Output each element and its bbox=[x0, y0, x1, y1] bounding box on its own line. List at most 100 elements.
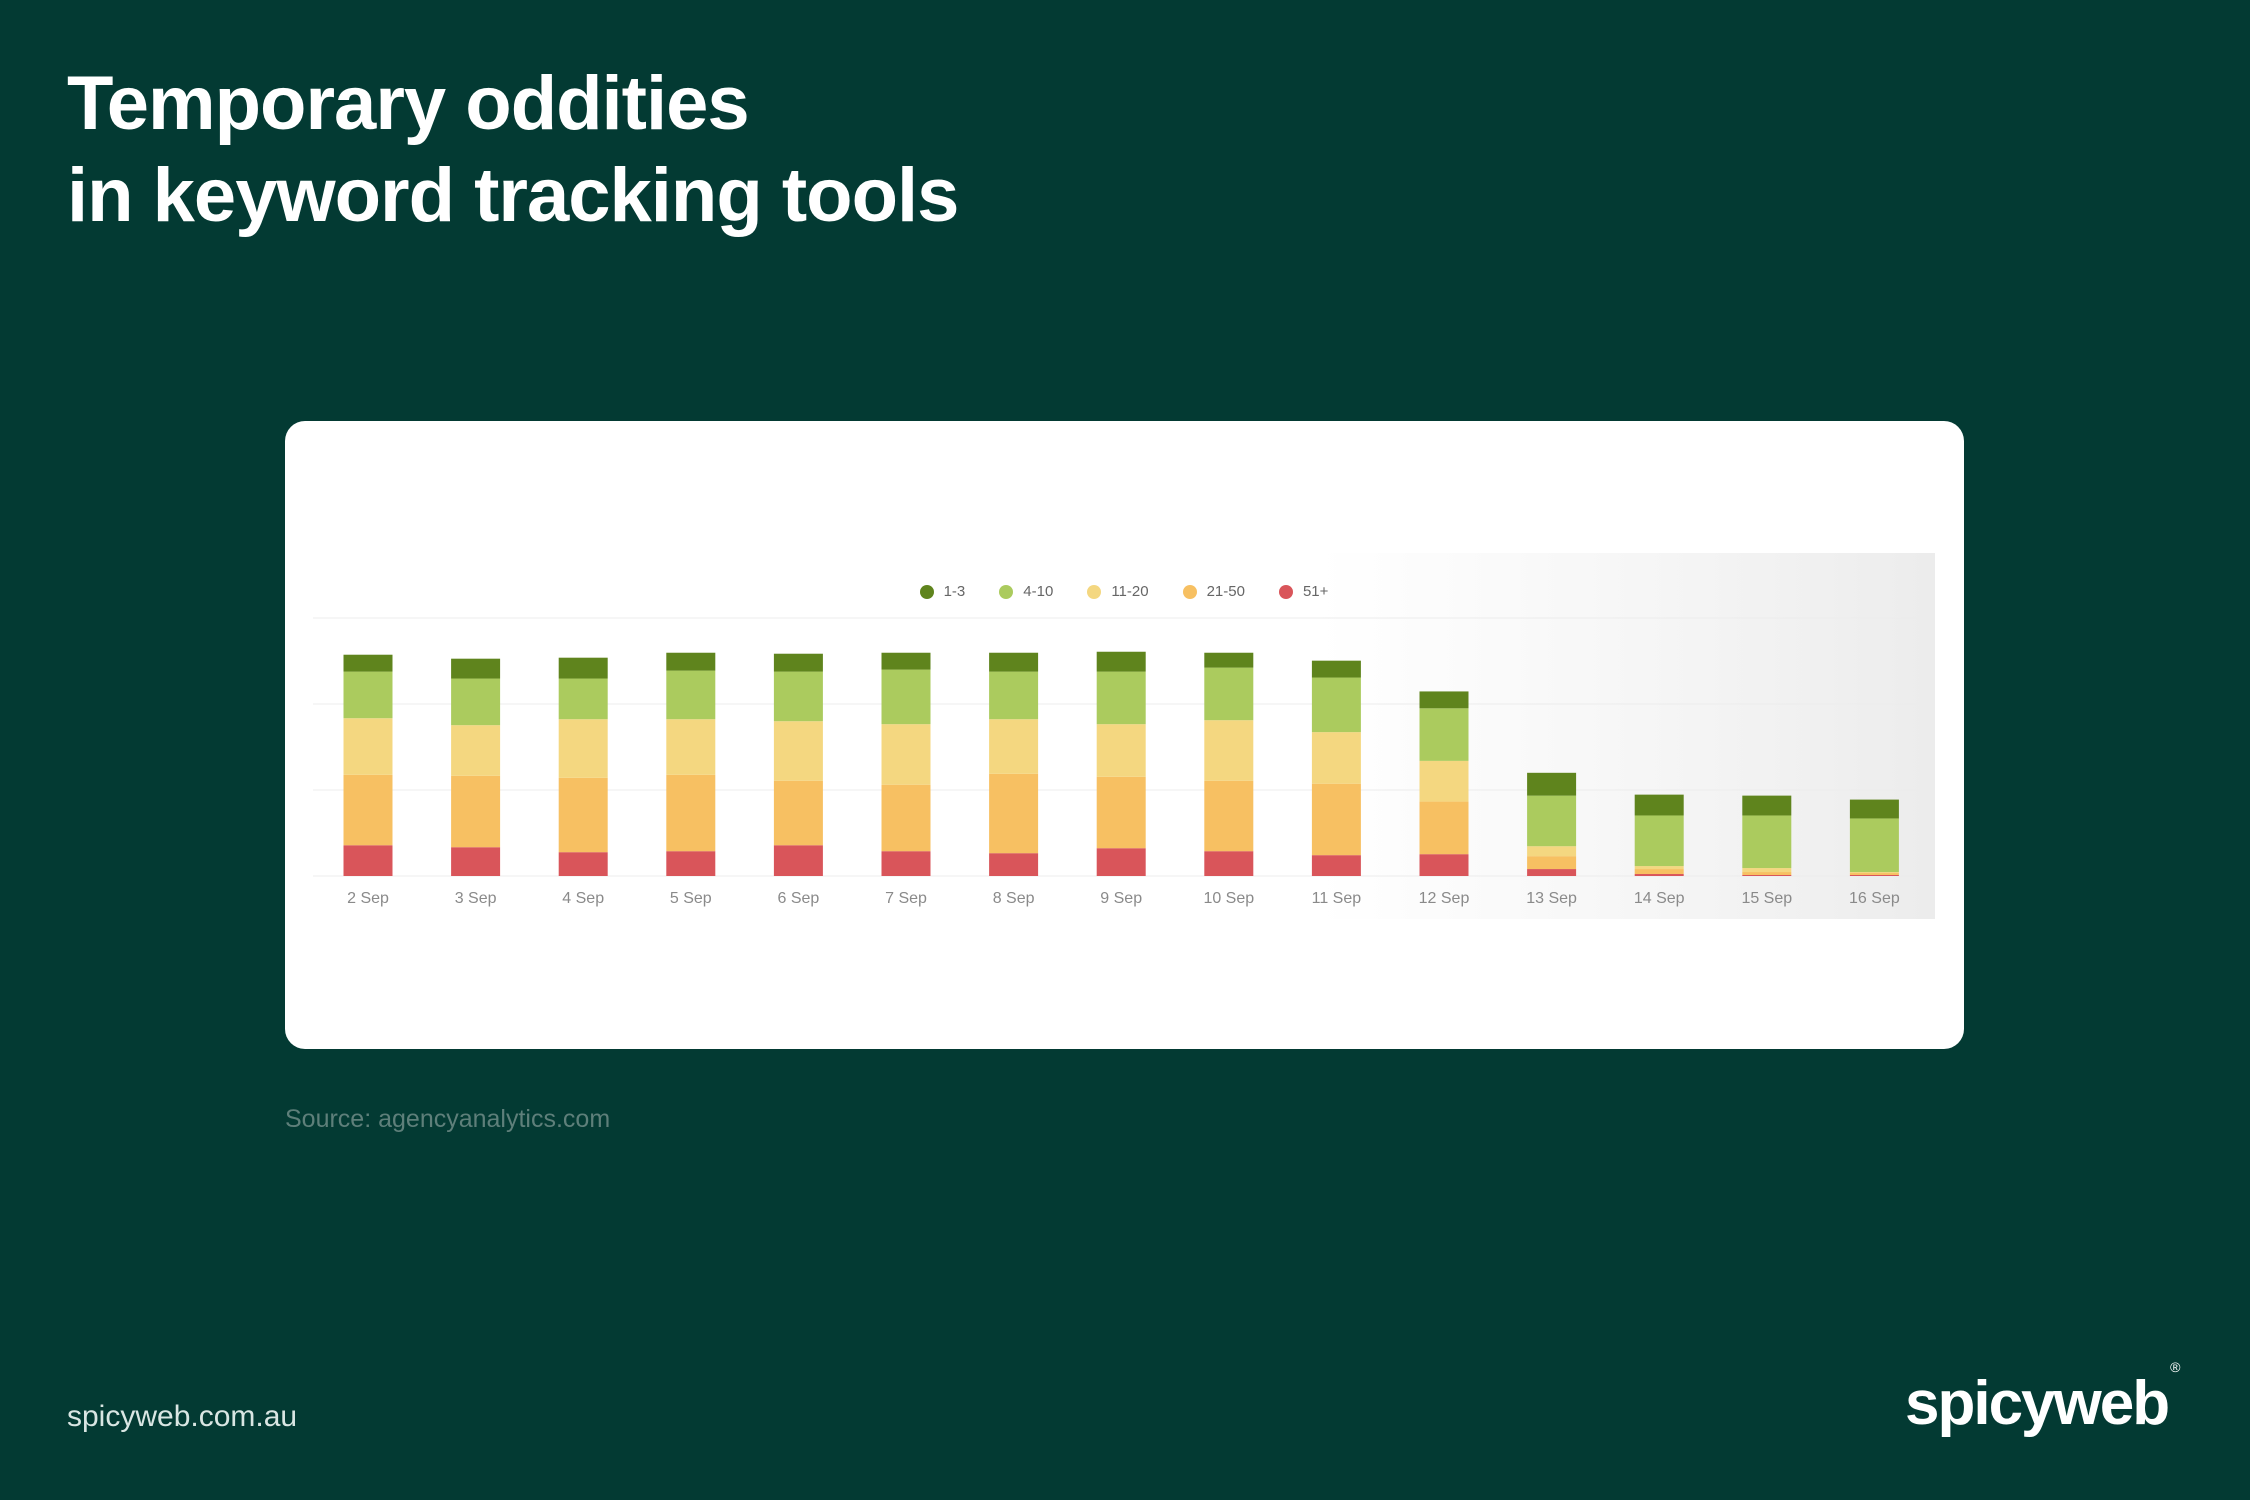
x-tick-label: 12 Sep bbox=[1419, 890, 1470, 907]
bar-segment[interactable] bbox=[343, 845, 393, 876]
bar-segment[interactable] bbox=[451, 847, 501, 876]
bar-segment[interactable] bbox=[989, 853, 1039, 876]
bar-segment[interactable] bbox=[1849, 872, 1899, 874]
bar-segment[interactable] bbox=[1311, 732, 1361, 784]
x-tick-label: 15 Sep bbox=[1741, 890, 1792, 907]
bar-segment[interactable] bbox=[881, 652, 931, 670]
x-tick-label: 8 Sep bbox=[993, 890, 1035, 907]
stacked-bar-chart: 2 Sep 3 Sep 4 Sep 5 Sep 6 Sep 7 Sep 8 Sep 9 Sep… bbox=[313, 617, 1935, 907]
bar-segment[interactable] bbox=[989, 773, 1039, 854]
bar-segment[interactable] bbox=[1742, 872, 1792, 876]
bar-segment[interactable] bbox=[989, 652, 1039, 672]
legend-item[interactable]: 51+ bbox=[1278, 583, 1328, 600]
brand-registered-mark: ® bbox=[2170, 1359, 2180, 1376]
bar-segment[interactable] bbox=[1204, 720, 1254, 781]
bar-segment[interactable] bbox=[558, 777, 608, 853]
bar-segment[interactable] bbox=[666, 670, 716, 720]
bar-segment[interactable] bbox=[1419, 760, 1469, 802]
bar-segment[interactable] bbox=[1096, 724, 1146, 777]
bar-segment[interactable] bbox=[773, 845, 823, 876]
bar-segment[interactable] bbox=[1096, 671, 1146, 725]
bar-segment[interactable] bbox=[773, 780, 823, 846]
bar-segment[interactable] bbox=[666, 774, 716, 852]
bar-segment[interactable] bbox=[343, 774, 393, 846]
x-tick-label: 14 Sep bbox=[1634, 890, 1685, 907]
bar-segment[interactable] bbox=[1204, 851, 1254, 876]
legend-item[interactable]: 4-10 bbox=[999, 583, 1053, 600]
bar-segment[interactable] bbox=[1311, 677, 1361, 733]
bar-segment[interactable] bbox=[666, 851, 716, 876]
x-tick-label: 11 Sep bbox=[1312, 890, 1362, 907]
bar-segment[interactable] bbox=[1204, 667, 1254, 721]
chart-legend: 1-3 4-10 11-20 21-50 51+ bbox=[313, 583, 1935, 600]
bar-segment[interactable] bbox=[773, 653, 823, 672]
bar-segment[interactable] bbox=[1634, 794, 1684, 816]
bar-segment[interactable] bbox=[1527, 846, 1577, 857]
x-tick-label: 16 Sep bbox=[1849, 890, 1900, 907]
bar-segment[interactable] bbox=[1204, 780, 1254, 852]
bar-segment[interactable] bbox=[1311, 660, 1361, 678]
legend-label: 11-20 bbox=[1111, 583, 1149, 600]
bar-segment[interactable] bbox=[989, 671, 1039, 720]
bar-segment[interactable] bbox=[558, 678, 608, 720]
legend-item[interactable]: 1-3 bbox=[919, 583, 966, 600]
brand-name: spicyweb bbox=[1905, 1369, 2170, 1438]
bar-segment[interactable] bbox=[1527, 772, 1577, 796]
bar-segment[interactable] bbox=[1634, 866, 1684, 870]
footer-url: spicyweb.com.au bbox=[67, 1400, 298, 1433]
bar-segment[interactable] bbox=[773, 671, 823, 722]
bar-segment[interactable] bbox=[1742, 815, 1792, 869]
bar-segment[interactable] bbox=[881, 851, 931, 876]
bar-segment[interactable] bbox=[1634, 869, 1684, 875]
bar-segment[interactable] bbox=[1849, 818, 1899, 873]
legend-swatch bbox=[1087, 584, 1102, 599]
legend-item[interactable]: 21-50 bbox=[1182, 583, 1245, 600]
chart-panel: 1-3 4-10 11-20 21-50 51+ 2 Sep 3 Sep 4 Sep 5 Se… bbox=[313, 553, 1935, 919]
bar-segment[interactable] bbox=[451, 678, 501, 726]
bar-segment[interactable] bbox=[558, 657, 608, 679]
bar-segment[interactable] bbox=[451, 658, 501, 679]
title-line-1: Temporary oddities bbox=[67, 61, 750, 146]
bar-segment[interactable] bbox=[1742, 795, 1792, 816]
legend-item[interactable]: 11-20 bbox=[1087, 583, 1149, 600]
bar-segment[interactable] bbox=[1849, 875, 1899, 876]
bar-segment[interactable] bbox=[1849, 799, 1899, 819]
bar-segment[interactable] bbox=[1742, 875, 1792, 876]
bar-segment[interactable] bbox=[1311, 855, 1361, 876]
bar-segment[interactable] bbox=[451, 725, 501, 776]
bar-segment[interactable] bbox=[1527, 795, 1577, 847]
bar-segment[interactable] bbox=[1419, 801, 1469, 855]
bar-segment[interactable] bbox=[773, 721, 823, 781]
bar-segment[interactable] bbox=[343, 718, 393, 775]
bar-segment[interactable] bbox=[558, 852, 608, 876]
bar-segment[interactable] bbox=[1204, 652, 1254, 668]
bar-segment[interactable] bbox=[1096, 848, 1146, 876]
bar-segment[interactable] bbox=[451, 775, 501, 848]
bar-segment[interactable] bbox=[989, 719, 1039, 774]
bar-segment[interactable] bbox=[1634, 874, 1684, 876]
bar-segment[interactable] bbox=[881, 724, 931, 785]
bar-segment[interactable] bbox=[881, 669, 931, 725]
bar-segment[interactable] bbox=[1634, 815, 1684, 867]
chart-card: 1-3 4-10 11-20 21-50 51+ 2 Sep 3 Sep 4 Sep 5 Se… bbox=[285, 421, 1964, 1049]
x-tick-label: 3 Sep bbox=[455, 890, 497, 907]
legend-swatch bbox=[919, 584, 934, 599]
bar-segment[interactable] bbox=[1742, 868, 1792, 873]
legend-label: 21-50 bbox=[1206, 583, 1245, 600]
bar-segment[interactable] bbox=[558, 719, 608, 778]
bar-segment[interactable] bbox=[343, 654, 393, 672]
bar-segment[interactable] bbox=[1419, 691, 1469, 709]
bar-segment[interactable] bbox=[1527, 869, 1577, 876]
bar-segment[interactable] bbox=[1419, 708, 1469, 761]
bar-segment[interactable] bbox=[881, 784, 931, 852]
bar-segment[interactable] bbox=[1311, 783, 1361, 856]
bar-segment[interactable] bbox=[1419, 854, 1469, 876]
bar-segment[interactable] bbox=[1096, 776, 1146, 849]
bar-segment[interactable] bbox=[1527, 856, 1577, 870]
bar-segment[interactable] bbox=[1849, 873, 1899, 876]
bar-segment[interactable] bbox=[1096, 651, 1146, 672]
bar-segment[interactable] bbox=[343, 671, 393, 719]
bar-segment[interactable] bbox=[666, 652, 716, 671]
legend-label: 1-3 bbox=[943, 583, 966, 600]
bar-segment[interactable] bbox=[666, 719, 716, 775]
